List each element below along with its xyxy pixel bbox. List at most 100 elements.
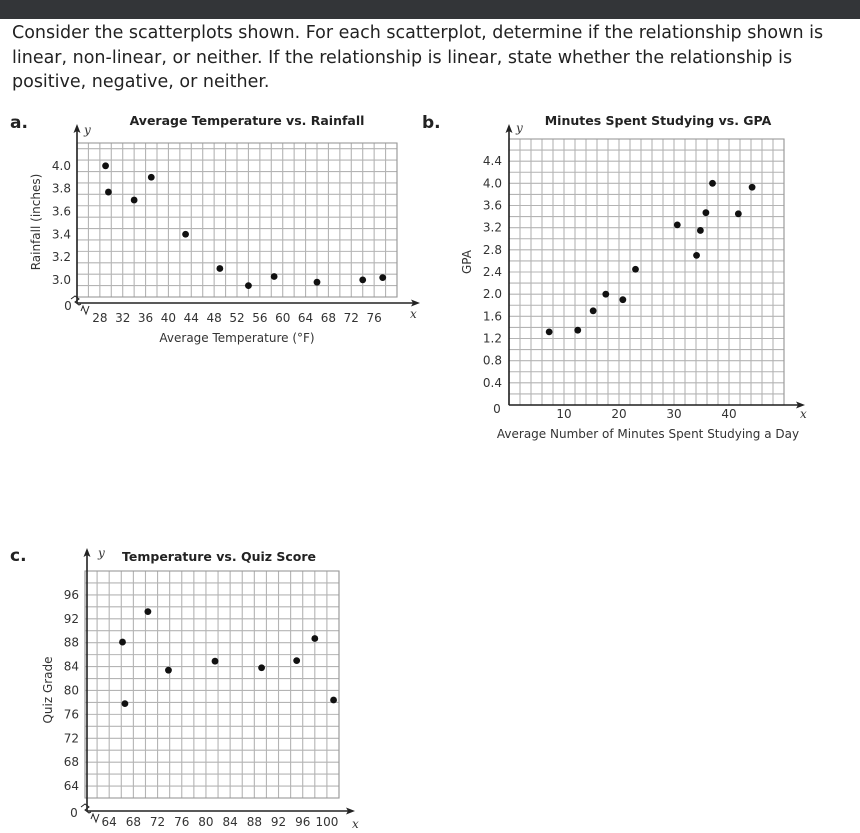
y-tick-label: 4.4 xyxy=(483,154,502,168)
y-tick-label: 0.4 xyxy=(483,376,502,390)
y-axis-title: Quiz Grade xyxy=(41,656,55,723)
data-point xyxy=(270,273,278,280)
x-tick-label: 72 xyxy=(150,815,165,829)
data-point xyxy=(748,183,756,191)
y-tick-label: 3.2 xyxy=(483,221,502,235)
x-tick-label: 96 xyxy=(295,815,310,829)
data-point xyxy=(589,307,597,315)
grid xyxy=(508,138,785,406)
data-point xyxy=(330,696,337,704)
y-axis-arrow-icon xyxy=(83,548,91,557)
y-tick-label: 64 xyxy=(64,779,79,793)
x-axis-title: Average Temperature (°F) xyxy=(159,331,314,345)
y-tick-label: 3.4 xyxy=(52,227,71,241)
x-tick-label: 72 xyxy=(344,311,359,325)
data-point xyxy=(147,173,155,181)
x-variable-label: x xyxy=(410,307,417,321)
data-point xyxy=(693,251,700,259)
y-axis-arrow-icon xyxy=(505,124,513,133)
y-tick-label: 1.2 xyxy=(483,332,502,346)
y-axis-title: GPA xyxy=(460,249,474,274)
data-point xyxy=(102,162,109,170)
data-point xyxy=(379,274,387,282)
y-tick-label: 92 xyxy=(64,612,79,626)
data-point xyxy=(121,700,129,708)
y-tick-label: 0.8 xyxy=(483,354,502,368)
grid xyxy=(76,142,398,298)
x-tick-label: 68 xyxy=(321,311,336,325)
x-tick-label: 52 xyxy=(229,311,244,325)
top-bar xyxy=(0,0,860,19)
y-variable-label: y xyxy=(83,123,91,137)
x-tick-label: 36 xyxy=(138,311,153,325)
data-point xyxy=(216,265,224,272)
x-tick-label: 64 xyxy=(298,311,313,325)
origin-label: 0 xyxy=(64,299,72,313)
data-point xyxy=(673,221,681,229)
data-point xyxy=(130,196,138,204)
x-variable-label: x xyxy=(800,407,807,421)
y-tick-label: 80 xyxy=(64,683,79,697)
y-tick-label: 96 xyxy=(64,588,79,602)
x-tick-label: 68 xyxy=(126,815,141,829)
y-tick-label: 3.2 xyxy=(52,250,71,264)
x-tick-label: 30 xyxy=(666,407,681,421)
y-axis-break-icon xyxy=(80,803,92,814)
y-tick-label: 68 xyxy=(64,755,79,769)
x-tick-label: 76 xyxy=(367,311,382,325)
chart-label: a. xyxy=(10,113,28,133)
data-point xyxy=(211,657,219,665)
x-tick-label: 10 xyxy=(556,407,571,421)
data-point xyxy=(702,209,710,217)
y-tick-label: 76 xyxy=(64,707,79,721)
x-tick-label: 84 xyxy=(223,815,238,829)
x-axis-title: Average Number of Minutes Spent Studying… xyxy=(497,427,799,441)
y-tick-label: 88 xyxy=(64,636,79,650)
data-point xyxy=(119,638,126,646)
y-tick-label: 2.0 xyxy=(483,287,502,301)
x-axis-break-icon xyxy=(80,304,90,316)
grid-border xyxy=(84,570,340,799)
chart-title: Minutes Spent Studying vs. GPA xyxy=(545,113,772,128)
chart-label: c. xyxy=(10,546,27,566)
y-tick-label: 3.8 xyxy=(52,182,71,196)
chart-label: b. xyxy=(422,113,441,133)
x-tick-label: 40 xyxy=(721,407,736,421)
x-tick-label: 44 xyxy=(184,311,199,325)
y-variable-label: y xyxy=(97,546,105,560)
data-point xyxy=(545,328,553,336)
y-tick-label: 3.6 xyxy=(483,199,502,213)
x-axis-arrow-icon xyxy=(411,299,420,307)
y-tick-label: 4.0 xyxy=(52,159,71,173)
x-axis-arrow-icon xyxy=(796,401,805,409)
y-axis-arrow-icon xyxy=(73,124,81,133)
y-tick-label: 1.6 xyxy=(483,309,502,323)
x-tick-label: 20 xyxy=(611,407,626,421)
origin-label: 0 xyxy=(70,806,78,820)
x-tick-label: 64 xyxy=(102,815,117,829)
y-tick-label: 72 xyxy=(64,731,79,745)
chart-c: c. Temperature vs. Quiz Score y x 0 64 68 72 76 8… xyxy=(10,546,359,831)
x-tick-label: 76 xyxy=(174,815,189,829)
x-tick-label: 88 xyxy=(247,815,262,829)
data-point xyxy=(602,290,610,298)
data-point xyxy=(245,282,252,289)
data-point xyxy=(144,608,152,616)
x-tick-label: 56 xyxy=(252,311,267,325)
data-point xyxy=(734,210,742,218)
data-point xyxy=(619,296,627,304)
x-tick-label: 80 xyxy=(198,815,213,829)
y-variable-label: y xyxy=(515,121,523,135)
x-tick-label: 48 xyxy=(207,311,222,325)
y-tick-label: 2.8 xyxy=(483,243,502,257)
grid xyxy=(84,570,340,799)
y-tick-label: 2.4 xyxy=(483,265,502,279)
y-tick-label: 3.6 xyxy=(52,204,71,218)
x-axis-break-icon xyxy=(90,812,100,824)
x-tick-label: 92 xyxy=(271,815,286,829)
chart-a: a. Average Temperature vs. Rainfall y x 0 3.0… xyxy=(10,113,420,345)
data-point xyxy=(574,326,582,334)
x-tick-label: 100 xyxy=(315,815,338,829)
data-point xyxy=(182,230,189,238)
